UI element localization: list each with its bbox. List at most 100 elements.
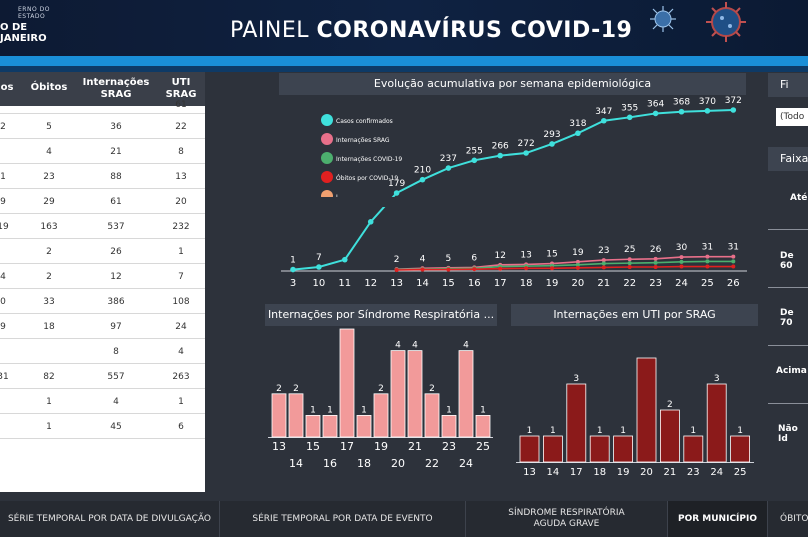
nav-serie-evento[interactable]: SÉRIE TEMPORAL POR DATA DE EVENTO (220, 501, 466, 537)
table-row[interactable]: 1 23 88 13 (0, 164, 205, 189)
age-row-70[interactable]: De 70 (780, 308, 794, 328)
table-cell: 8 (113, 347, 119, 357)
col-header-srag[interactable]: Internações SRAG (82, 77, 150, 100)
x-tick-label: 18 (520, 278, 533, 289)
legend-marker (321, 152, 333, 164)
bar-value-label: 1 (597, 426, 603, 436)
data-point (730, 107, 737, 113)
data-point (731, 259, 736, 264)
table-row[interactable]: 19 163 537 232 (0, 214, 205, 239)
x-tick-label: 3 (290, 278, 296, 289)
age-row-divider (768, 229, 808, 230)
data-point (601, 261, 606, 266)
nav-obitos[interactable]: ÓBITOS (768, 501, 808, 537)
data-label: 7 (316, 253, 322, 263)
table-row[interactable]: 9 29 61 20 (0, 189, 205, 214)
data-point (445, 165, 452, 171)
bar-value-label: 2 (293, 384, 299, 394)
table-cell: 557 (107, 372, 125, 382)
data-point (575, 259, 580, 264)
table-cell: 61 (110, 197, 122, 207)
data-label: 30 (676, 243, 688, 253)
page-title-bold: CORONAVÍRUS COVID-19 (316, 18, 633, 43)
chart-legend: Casos confirmados Internações SRAG Interna… (321, 114, 402, 202)
table-row[interactable]: 31 82 557 263 (0, 364, 205, 389)
bar (566, 383, 587, 463)
col-header-uti[interactable]: UTI SRAG (165, 77, 197, 100)
bar-value-label: 1 (310, 405, 316, 415)
bar (339, 328, 355, 438)
table-cell: 9 (0, 197, 6, 207)
col-header-deaths[interactable]: Óbitos (30, 82, 68, 93)
bar-value-label: 1 (361, 405, 367, 415)
table-cell: 263 (172, 372, 190, 382)
bar-value-label: 2 (667, 400, 673, 410)
bar-value-label: 1 (737, 426, 743, 436)
data-point (290, 266, 296, 273)
data-point (653, 256, 658, 261)
data-point (420, 267, 425, 272)
data-label: 26 (650, 245, 662, 255)
nav-por-municipio[interactable]: POR MUNICÍPIO (668, 501, 768, 537)
col-header-cases[interactable]: os (0, 82, 14, 93)
x-tick-label: 17 (340, 440, 354, 453)
table-row[interactable]: 1 4 1 (0, 389, 205, 414)
legend-label: Casos confirmados (336, 118, 393, 125)
data-point (550, 266, 554, 271)
x-tick-label: 23 (649, 278, 662, 289)
table-row[interactable]: 0 33 386 108 (0, 289, 205, 314)
bar-value-label: 1 (446, 405, 452, 415)
data-point (523, 150, 529, 156)
age-row-acima[interactable]: Acima (776, 366, 807, 376)
data-point (601, 258, 606, 263)
table-row[interactable]: 4 2 12 7 (0, 264, 205, 289)
legend-label: Internações COVID-19 (336, 156, 402, 163)
data-point (601, 117, 607, 124)
table-cell: 108 (172, 297, 190, 307)
age-row-nao-id[interactable]: Não Id (778, 424, 798, 444)
bar (407, 350, 423, 438)
municipality-table[interactable]: os Óbitos Internações SRAG UTI SRAG 61 2 5… (0, 72, 205, 492)
bar (441, 415, 457, 438)
x-tick-label: 23 (442, 440, 456, 453)
table-header: os Óbitos Internações SRAG UTI SRAG (0, 72, 205, 106)
table-row[interactable]: 61 (0, 100, 205, 114)
bar-value-label: 1 (620, 426, 626, 436)
table-row[interactable]: 2 5 36 22 (0, 114, 205, 139)
table-cell: 4 (46, 147, 52, 157)
data-point (575, 262, 580, 267)
table-cell: 22 (175, 122, 187, 132)
age-row-ate[interactable]: Até (790, 193, 808, 203)
table-cell: 23 (43, 172, 55, 182)
data-point (575, 130, 581, 137)
table-row[interactable]: 4 21 8 (0, 139, 205, 164)
table-cell: 12 (110, 272, 122, 282)
data-point (549, 141, 555, 147)
data-point (394, 268, 399, 272)
data-point (653, 264, 658, 269)
data-point (498, 266, 503, 271)
nav-serie-divulgacao[interactable]: SÉRIE TEMPORAL POR DATA DE DIVULGAÇÃO (0, 501, 220, 537)
age-row-divider (768, 345, 808, 346)
age-row-60[interactable]: De 60 (780, 251, 794, 271)
bar-value-label: 2 (378, 384, 384, 394)
legend-marker (321, 114, 333, 126)
bar-chart-uti[interactable]: 1 13 1 14 3 17 1 18 1 19 20 2 21 1 23 3 24 1 25 (511, 328, 761, 478)
municipality-select[interactable]: (Todo (776, 108, 808, 126)
data-point (704, 108, 711, 114)
x-tick-label: 14 (416, 278, 429, 289)
table-row[interactable]: 2 26 1 (0, 239, 205, 264)
logo-big-text: O DE JANEIRO (0, 22, 47, 44)
table-row[interactable]: 9 18 97 24 (0, 314, 205, 339)
bar (356, 415, 372, 438)
data-point (575, 265, 580, 270)
nav-srag[interactable]: SÍNDROME RESPIRATÓRIA AGUDA GRAVE (466, 501, 668, 537)
table-row[interactable]: 1 45 6 (0, 414, 205, 439)
x-tick-label: 17 (570, 467, 583, 478)
logo-small-text: ERNO DO ESTADO (18, 6, 50, 20)
table-cell: 232 (172, 222, 190, 232)
x-tick-label: 12 (364, 278, 377, 289)
